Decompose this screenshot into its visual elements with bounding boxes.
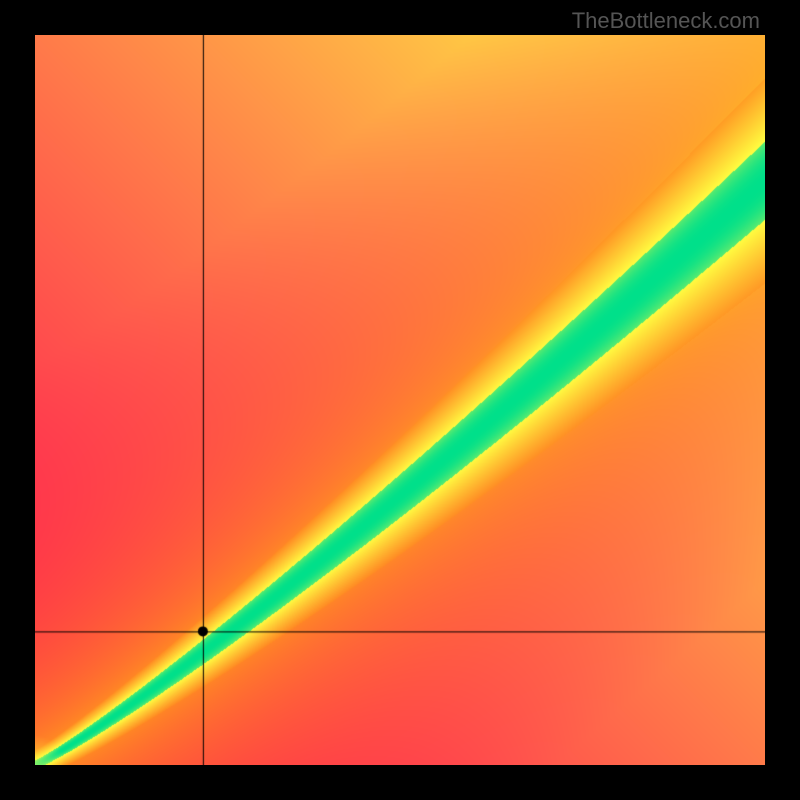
watermark-text: TheBottleneck.com <box>572 8 760 34</box>
heatmap-canvas <box>35 35 765 765</box>
plot-area <box>35 35 765 765</box>
chart-container: TheBottleneck.com <box>0 0 800 800</box>
